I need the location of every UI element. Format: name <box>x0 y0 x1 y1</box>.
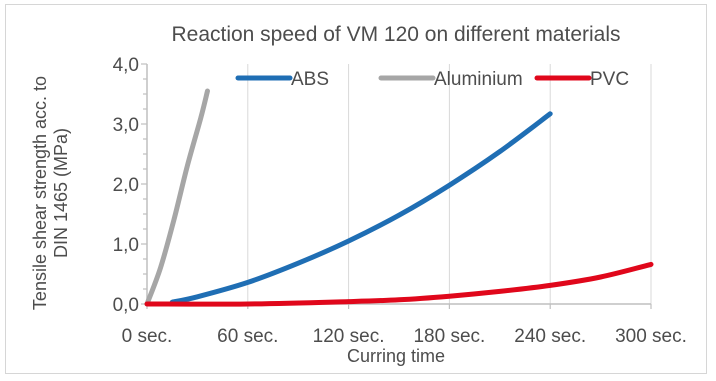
y-tick-label: 2,0 <box>113 175 139 196</box>
y-tick-label: 0,0 <box>113 295 139 316</box>
legend-label-aluminium: Aluminium <box>434 69 523 90</box>
y-tick-label: 3,0 <box>113 115 139 136</box>
x-tick-label: 60 sec. <box>217 326 278 347</box>
chart-title: Reaction speed of VM 120 on different ma… <box>171 23 620 46</box>
y-tick-label: 4,0 <box>113 55 139 76</box>
series-line-abs <box>169 111 553 305</box>
y-tick-labels: 0,0 1,0 2,0 3,0 4,0 <box>113 55 139 316</box>
series-line-pvc <box>144 261 654 307</box>
x-tick-label: 120 sec. <box>313 326 385 347</box>
legend-label-pvc: PVC <box>590 69 629 90</box>
y-tick-label: 1,0 <box>113 235 139 256</box>
x-tick-label: 240 sec. <box>514 326 586 347</box>
axes <box>141 63 652 309</box>
x-tick-label: 300 sec. <box>615 326 687 347</box>
x-axis-label: Curring time <box>347 346 445 366</box>
y-axis-label-line-2: DIN 1465 (MPa) <box>51 128 71 258</box>
series-lines <box>144 88 654 307</box>
x-tick-labels: 0 sec. 60 sec. 120 sec. 180 sec. 240 sec. 300… <box>122 326 687 347</box>
series-line-aluminium <box>144 88 210 307</box>
x-tick-label: 0 sec. <box>122 326 173 347</box>
legend-label-abs: ABS <box>291 69 329 90</box>
y-axis-label-line-1: Tensile shear strength acc. to <box>30 76 50 310</box>
chart-frame <box>5 4 707 374</box>
legend: ABS Aluminium PVC <box>235 69 629 90</box>
x-tick-label: 180 sec. <box>413 326 485 347</box>
